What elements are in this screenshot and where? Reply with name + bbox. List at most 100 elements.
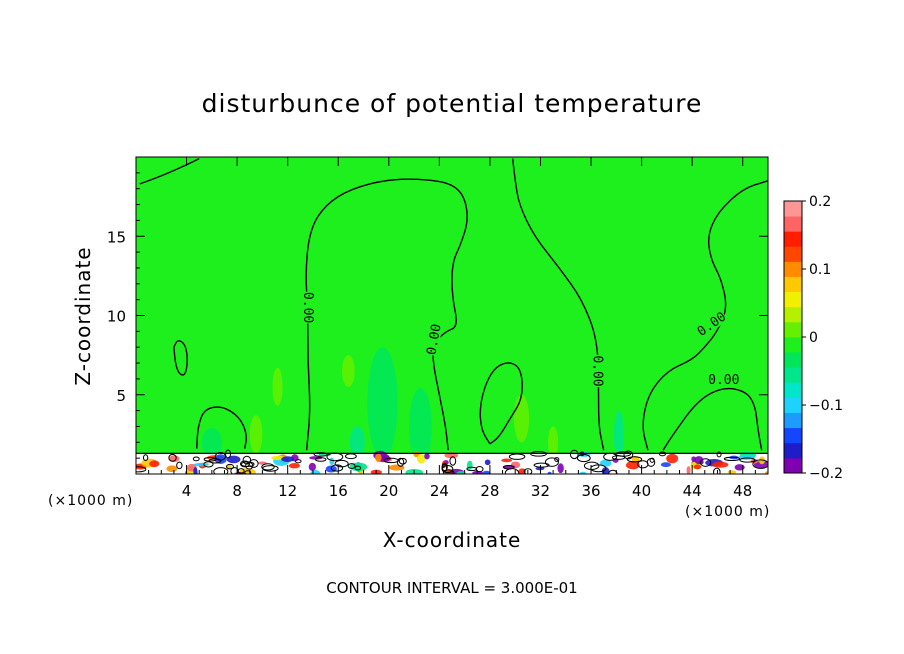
plot-area: 0.000.000.000.000.00 [136,157,768,474]
surface-blob [666,453,679,464]
x-tick-label: 36 [581,482,600,500]
contour-line [662,387,763,451]
colorbar-swatch [784,457,802,474]
surface-blob [625,460,640,470]
plot-background [136,157,768,474]
surface-blob [693,464,702,470]
contour-label-group: 0.00 [422,322,445,356]
x-tick-label: 44 [683,482,702,500]
surface-blob [424,452,430,460]
contour-label: 0.00 [590,355,605,386]
x-unit-left: (×1000 m) [48,493,133,509]
surface-blob [309,456,323,460]
surface-blob [712,461,729,468]
surface-contour [262,465,279,472]
surface-contour [383,457,399,464]
surface-blob [288,463,300,469]
surface-blob [579,471,587,474]
anomaly-patch [409,388,432,465]
surface-blob [753,461,768,469]
x-tick-label: 16 [329,482,348,500]
surface-contour [244,470,252,474]
anomaly-patch [249,415,263,454]
x-tick-label: 8 [232,482,242,500]
surface-blob [416,454,426,464]
surface-blob [149,460,160,468]
x-tick-label: 48 [733,482,752,500]
surface-blob [214,454,227,464]
surface-blob [166,465,178,473]
y-tick-label: 15 [107,228,126,246]
surface-contour [623,450,634,460]
colorbar-swatch [784,276,802,293]
anomaly-patch [548,426,559,459]
surface-contour [136,466,147,473]
surface-contour [752,459,768,469]
surface-contour [214,451,226,461]
surface-blob [484,459,491,466]
surface-blob [547,471,552,474]
surface-blob [599,459,612,467]
colorbar-swatch [784,367,802,383]
surface-contour [716,451,722,458]
surface-contour [554,457,560,462]
contour-interval-footer: CONTOUR INTERVAL = 3.000E-01 [326,579,577,597]
contour-label-layer: 0.000.000.000.000.00 [300,291,740,388]
colorbar-swatch [784,352,802,368]
surface-contour [398,457,407,465]
surface-contour [313,452,328,457]
contour-label: 0.00 [708,373,739,388]
surface-contour [240,461,255,468]
contour-label-group: 0.00 [300,291,318,324]
colorbar-swatch [784,246,802,262]
x-tick-label: 4 [182,482,192,500]
surface-contour [176,461,183,470]
contour-label-bg [707,370,740,386]
surface-contour [261,463,275,471]
surface-contour [544,457,559,467]
colorbar-swatch [784,337,802,353]
x-tick-label: 20 [379,482,398,500]
surface-contour [347,463,356,469]
anomaly-patch [201,428,222,457]
contour-line [512,158,605,451]
colorbar-swatch [784,382,802,398]
surface-blob [193,467,198,474]
surface-contour [475,466,484,473]
colorbar-swatch [784,201,802,217]
surface-contour [503,465,515,470]
surface-blob [482,470,491,474]
colorbar-swatch [784,306,802,323]
surface-blob [764,471,768,474]
colorbar-label: −0.1 [809,398,843,414]
surface-contour [576,454,591,463]
contour-line [479,362,523,445]
contour-label: 0.00 [424,323,444,356]
surface-contour [713,467,721,474]
contour-line [196,406,247,449]
surface-contour [192,456,200,462]
colorbar-swatch [784,442,802,459]
surface-contour [354,465,362,471]
surface-blob [281,456,295,463]
x-tick-label: 24 [430,482,449,500]
contour-label: 0.00 [300,292,315,323]
surface-contour [608,469,618,474]
surface-blob [329,457,335,466]
surface-contour [142,454,149,462]
colorbar-swatch [784,397,802,413]
surface-blob [308,462,316,471]
colorbar: 0.2 0.1 0 −0.1 −0.2 [783,194,843,482]
surface-contour [466,466,478,472]
surface-blob [349,462,368,472]
surface-contour [294,459,302,464]
surface-blob [660,462,671,468]
x-axis: 4 8 12 16 20 24 28 32 36 40 44 48 [148,157,756,500]
surface-contour [449,456,457,466]
surface-contour [723,456,741,461]
surface-contour [225,463,234,470]
anomaly-patch [349,426,365,459]
colorbar-swatch [784,321,802,338]
surface-blob [694,456,704,465]
colorbar-label: 0 [809,330,818,346]
